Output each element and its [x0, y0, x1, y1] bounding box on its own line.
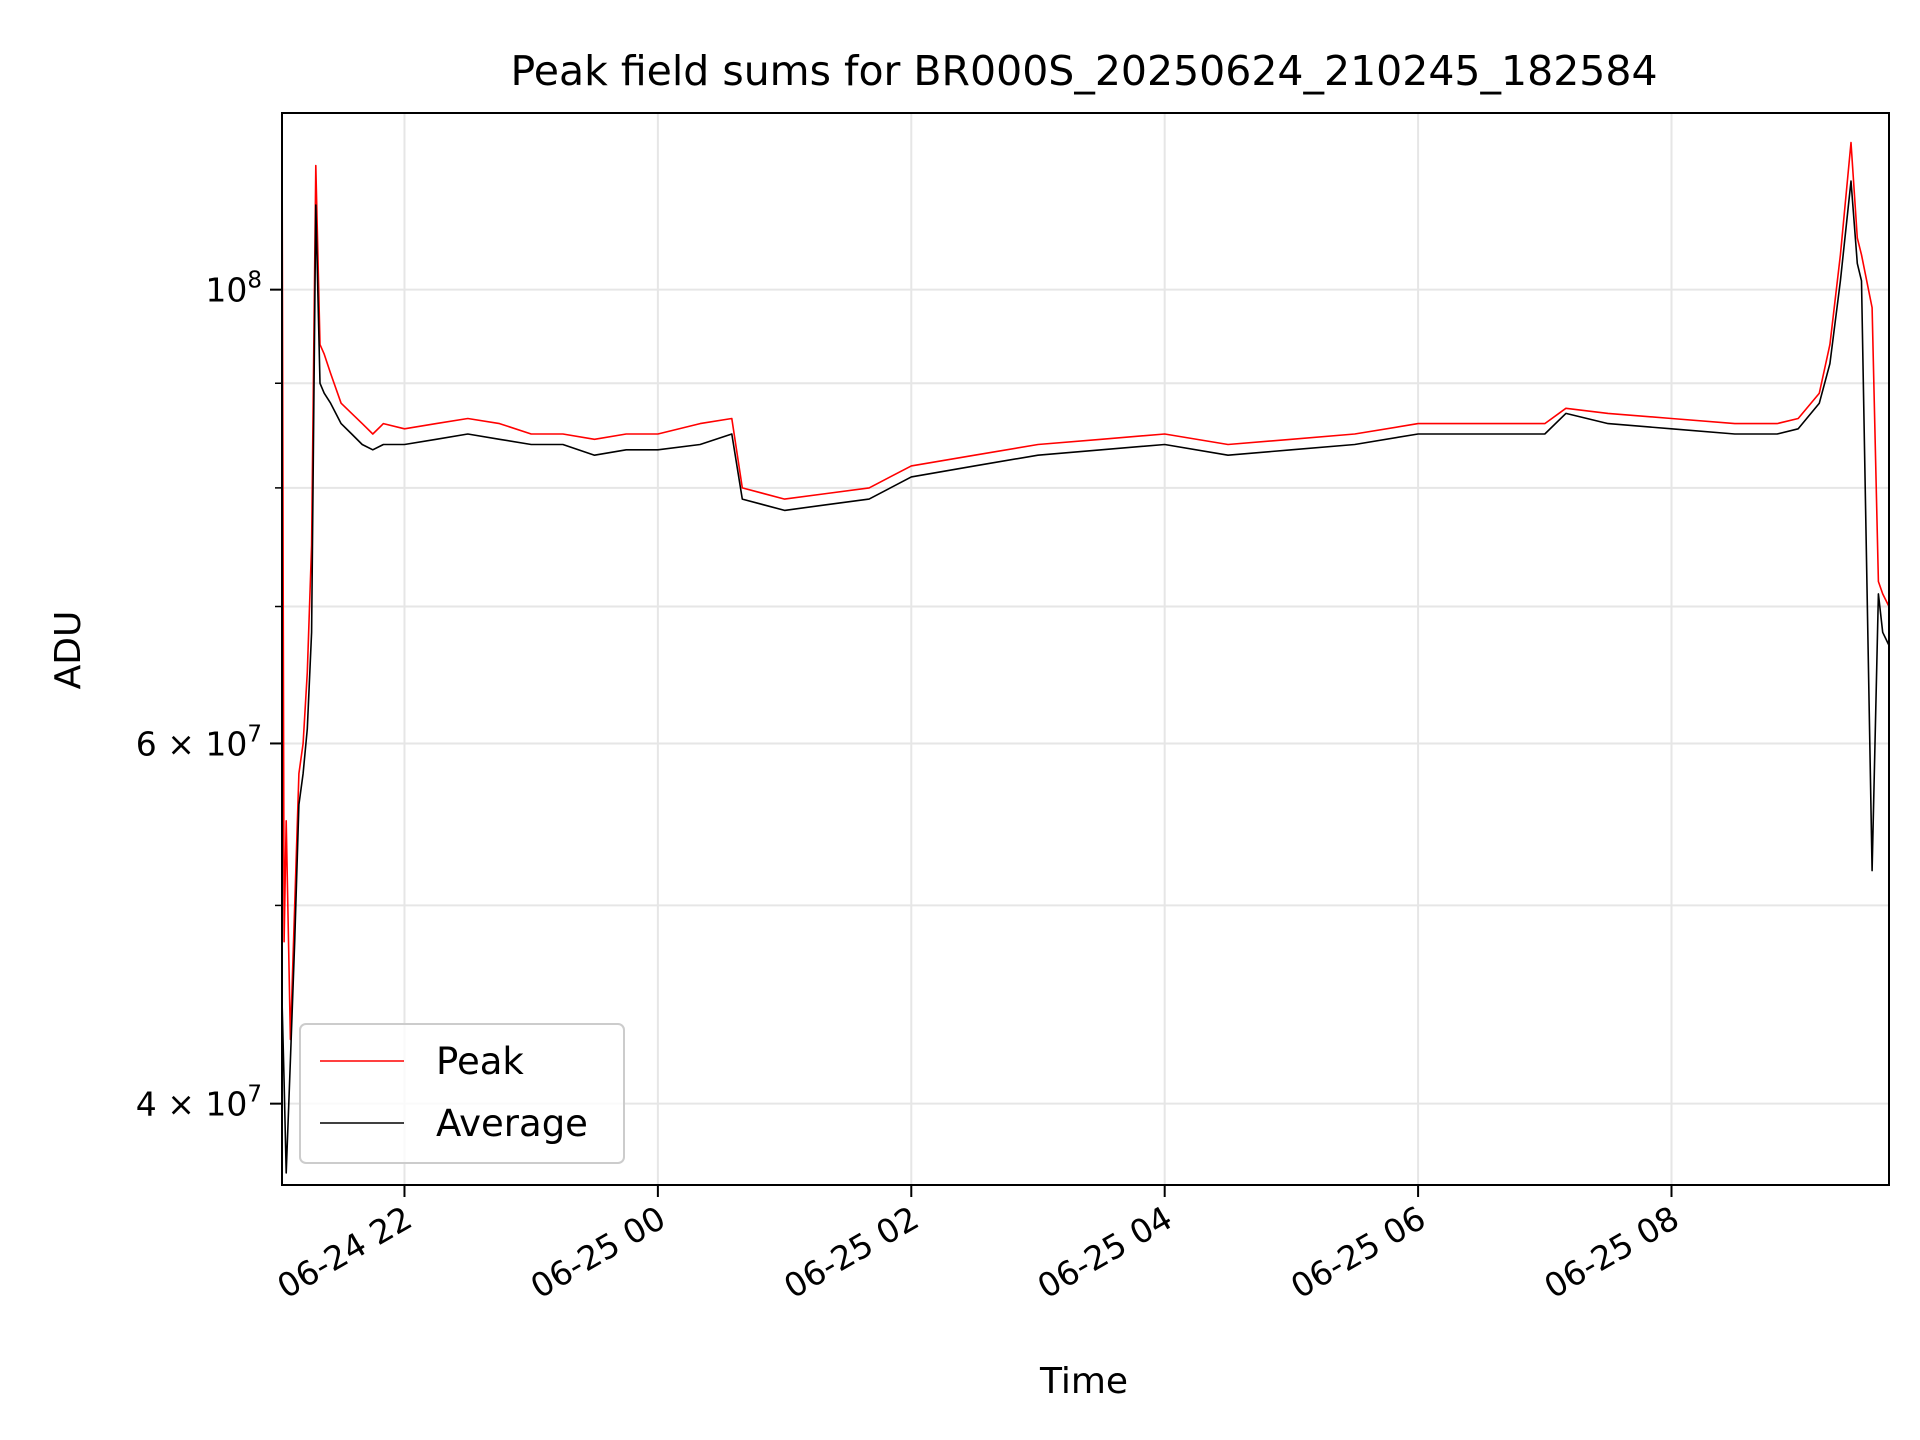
y-axis-label: ADU	[48, 611, 89, 690]
legend-label-average: Average	[436, 1102, 588, 1145]
grid	[282, 113, 1889, 1185]
y-axis-ticks: 4 × 107 6 × 107 108	[136, 268, 282, 1124]
series-group	[281, 120, 1890, 1174]
plot-frame	[281, 112, 1890, 1186]
legend-label-peak: Peak	[436, 1040, 524, 1083]
y-tick-label: 6 × 107	[136, 721, 262, 763]
x-axis-label: Time	[1039, 1361, 1128, 1402]
legend-box	[299, 1023, 625, 1164]
series-line-average	[281, 180, 1890, 1174]
chart-title: Peak field sums for BR000S_20250624_2102…	[510, 47, 1657, 95]
y-tick-label: 4 × 107	[136, 1082, 262, 1124]
y-tick-label: 108	[205, 268, 262, 310]
series-line-peak	[281, 120, 1890, 1041]
legend: Peak Average	[299, 1023, 625, 1164]
